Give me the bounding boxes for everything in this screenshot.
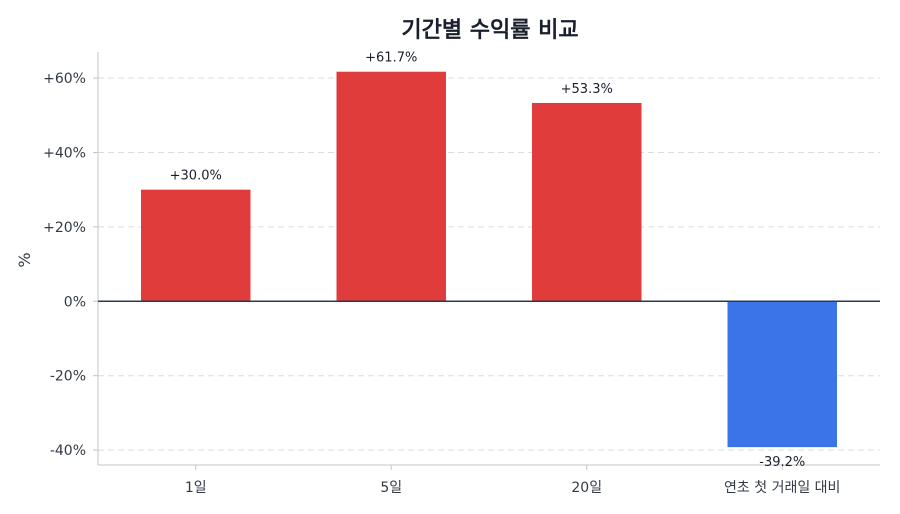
x-tick-label: 연초 첫 거래일 대비	[724, 480, 840, 496]
y-axis-label: %	[15, 252, 34, 267]
data-label: +53.3%	[561, 82, 613, 97]
x-tick-label: 20일	[571, 480, 602, 496]
y-tick-label: -20%	[50, 369, 86, 385]
y-tick-label: +20%	[43, 220, 86, 236]
bar	[727, 301, 837, 448]
y-tick-labels: -40% -20% 0% +20% +40% +60%	[43, 71, 86, 459]
data-label: -39.2%	[759, 455, 805, 470]
bars	[141, 71, 837, 448]
y-tick-label: -40%	[50, 443, 86, 459]
data-label: +61.7%	[365, 51, 417, 66]
data-label: +30.0%	[170, 169, 222, 184]
x-tick-labels: 1일 5일 20일 연초 첫 거래일 대비	[185, 480, 841, 496]
y-tick-label: 0%	[64, 294, 86, 310]
bar	[141, 189, 251, 302]
bar	[336, 71, 446, 302]
bar	[532, 102, 642, 302]
y-tick-label: +60%	[43, 71, 86, 87]
axes	[93, 52, 880, 470]
x-tick-label: 1일	[185, 480, 207, 496]
chart-title: 기간별 수익률 비교	[401, 18, 578, 43]
x-tick-label: 5일	[380, 480, 402, 496]
y-tick-label: +40%	[43, 145, 86, 161]
data-labels: +30.0% +61.7% +53.3% -39.2%	[170, 51, 806, 470]
